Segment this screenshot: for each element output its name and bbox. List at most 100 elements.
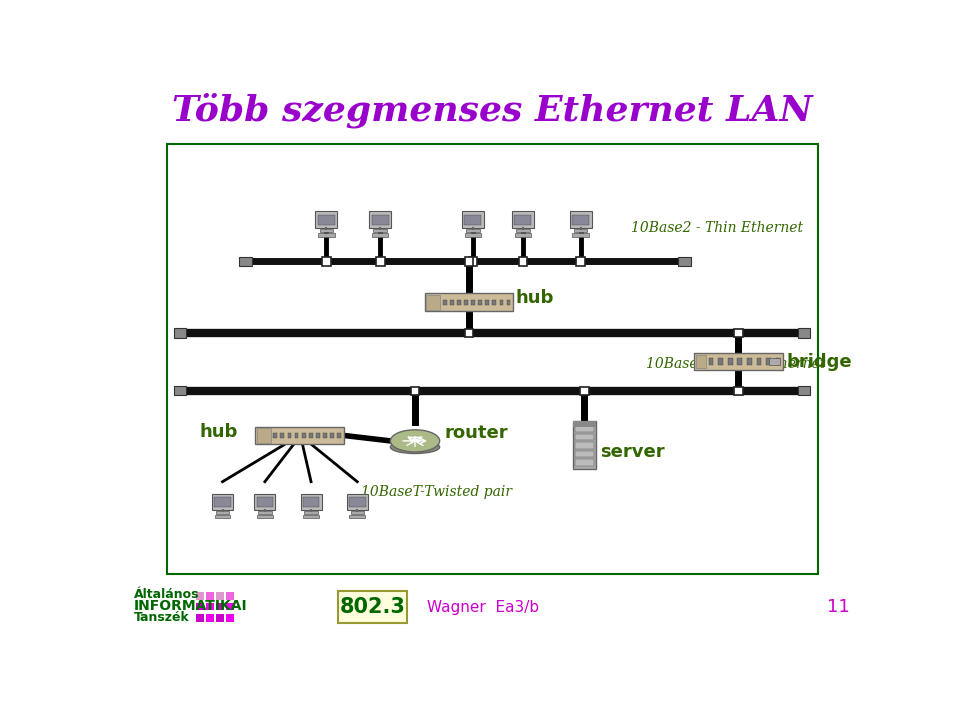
FancyBboxPatch shape [338, 591, 407, 624]
Bar [465, 329, 473, 337]
Bar [572, 215, 589, 226]
Bar [348, 498, 366, 508]
Bar [215, 515, 230, 518]
Text: 802.3: 802.3 [340, 597, 405, 617]
Bar [226, 592, 234, 599]
Ellipse shape [391, 440, 440, 453]
Bar [258, 511, 272, 514]
Bar [798, 329, 810, 338]
Bar [205, 592, 214, 599]
Bar [457, 299, 461, 305]
Bar [515, 215, 532, 226]
FancyBboxPatch shape [255, 427, 344, 445]
Bar [747, 359, 752, 364]
FancyBboxPatch shape [694, 354, 782, 369]
Bar [486, 299, 490, 305]
Bar [574, 229, 588, 232]
Bar [443, 299, 446, 305]
Text: router: router [444, 424, 508, 442]
Bar [499, 299, 503, 305]
Text: hub: hub [516, 289, 554, 307]
Bar [696, 355, 707, 368]
FancyBboxPatch shape [573, 421, 596, 468]
Text: Tanszék: Tanszék [134, 611, 190, 624]
Bar [316, 432, 320, 438]
FancyBboxPatch shape [370, 211, 392, 228]
Bar [214, 498, 230, 508]
FancyBboxPatch shape [300, 494, 322, 510]
Bar [330, 432, 334, 438]
Bar [492, 299, 496, 305]
Bar [301, 432, 305, 438]
FancyBboxPatch shape [347, 494, 368, 510]
Text: INFORMATIKAI: INFORMATIKAI [134, 599, 248, 614]
Bar [575, 425, 593, 432]
FancyBboxPatch shape [569, 211, 591, 228]
Bar [734, 387, 743, 395]
Bar [575, 434, 593, 440]
Bar [580, 387, 588, 395]
Bar [769, 358, 780, 365]
Bar [303, 515, 319, 518]
Bar [323, 257, 330, 266]
Bar [766, 359, 771, 364]
Bar [304, 511, 318, 514]
FancyBboxPatch shape [254, 494, 276, 510]
Bar [257, 515, 273, 518]
Bar [373, 229, 387, 232]
Bar [216, 511, 229, 514]
Bar [516, 229, 530, 232]
Text: Általános: Általános [134, 589, 200, 601]
Text: hub: hub [200, 422, 238, 440]
Bar [309, 432, 313, 438]
Text: bridge: bridge [786, 352, 852, 371]
Bar [426, 295, 440, 309]
Bar [239, 257, 252, 266]
Bar [349, 515, 365, 518]
FancyBboxPatch shape [424, 294, 514, 311]
Bar [288, 432, 292, 438]
Bar [196, 614, 204, 621]
Bar [515, 233, 531, 237]
Bar [226, 614, 234, 621]
Bar [196, 603, 204, 610]
Bar [776, 359, 780, 364]
Bar [320, 229, 333, 232]
Bar [679, 257, 690, 266]
Bar [372, 233, 389, 237]
Bar [572, 233, 588, 237]
Bar [575, 442, 593, 449]
FancyBboxPatch shape [512, 211, 534, 228]
Bar [216, 603, 224, 610]
Bar [372, 215, 389, 226]
Bar [464, 215, 481, 226]
Text: 10BaseT-Twisted pair: 10BaseT-Twisted pair [361, 485, 512, 500]
Bar [205, 603, 214, 610]
Bar [798, 386, 810, 395]
Bar [411, 387, 420, 395]
Bar [718, 359, 723, 364]
Bar [226, 603, 234, 610]
Bar [466, 229, 480, 232]
Text: 10Base5 - Thick Ethernet: 10Base5 - Thick Ethernet [646, 357, 826, 371]
Bar [216, 592, 224, 599]
Bar [468, 257, 477, 266]
Bar [319, 233, 334, 237]
Bar [274, 432, 277, 438]
Bar [350, 511, 364, 514]
Bar [167, 145, 818, 574]
Bar [302, 498, 320, 508]
Ellipse shape [391, 430, 440, 452]
Bar [507, 299, 511, 305]
Bar [337, 432, 341, 438]
Bar [708, 359, 713, 364]
FancyBboxPatch shape [212, 494, 233, 510]
Bar [575, 451, 593, 457]
Bar [216, 614, 224, 621]
Bar [280, 432, 284, 438]
Bar [464, 299, 468, 305]
Bar [256, 498, 274, 508]
FancyBboxPatch shape [462, 211, 484, 228]
Bar [174, 329, 186, 338]
Text: 11: 11 [828, 598, 850, 616]
